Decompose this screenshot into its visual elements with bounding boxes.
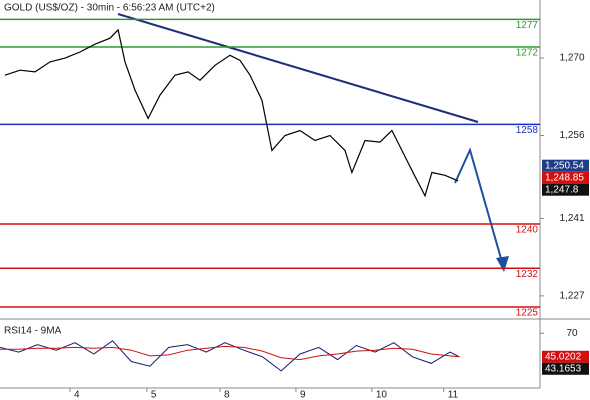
x-tick-label: 4	[74, 390, 80, 400]
price-box-label: 45.0202	[545, 351, 582, 362]
arrow-head	[496, 256, 509, 272]
price-box-label: 43.1653	[545, 363, 582, 374]
indicator-line	[0, 345, 460, 361]
price-line	[4, 28, 459, 198]
x-tick-label: 9	[300, 390, 306, 400]
y-tick-label: 1,270	[559, 53, 584, 64]
x-tick-label: 8	[224, 390, 230, 400]
level-label: 1272	[516, 48, 539, 59]
price-box	[542, 183, 589, 196]
x-tick-label: 5	[151, 390, 157, 400]
level-label: 1258	[516, 125, 539, 136]
price-box-label: 1,247.8	[545, 184, 579, 195]
y-tick-label: 1,241	[559, 213, 584, 224]
price-box-label: 1,248.85	[545, 172, 584, 183]
price-box	[542, 171, 589, 184]
level-label: 1225	[516, 308, 539, 319]
y-tick-label: 70	[566, 328, 578, 339]
price-box	[542, 350, 589, 363]
y-tick-label: 1,227	[559, 291, 584, 302]
y-tick-label: 1,256	[559, 130, 584, 141]
level-label: 1277	[516, 20, 539, 31]
chart-title: GOLD (US$/OZ) - 30min - 6:56:23 AM (UTC+…	[4, 3, 215, 14]
price-box-label: 1,250.54	[545, 160, 584, 171]
level-label: 1240	[516, 225, 539, 236]
x-tick-label: 11	[448, 390, 459, 400]
x-tick-label: 10	[376, 390, 388, 400]
price-box	[542, 159, 589, 172]
price-box	[542, 362, 589, 375]
rsi-title: RSI14 - 9MA	[4, 326, 62, 337]
trend-line	[117, 13, 479, 123]
level-label: 1232	[516, 269, 539, 280]
